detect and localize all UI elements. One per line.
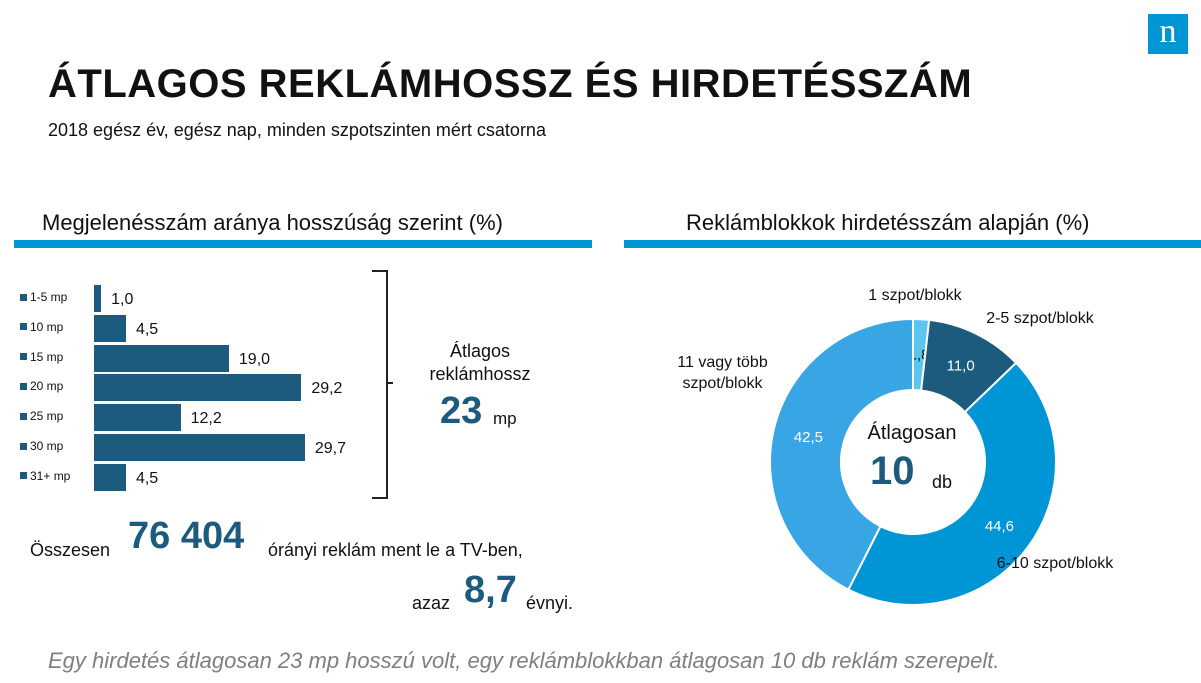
bar-category-label: 30 mp	[20, 439, 63, 453]
legend-square-icon	[20, 382, 27, 390]
bar-category-text: 15 mp	[30, 349, 64, 364]
bar-value-label: 29,2	[311, 380, 343, 398]
average-length-unit: mp	[493, 409, 517, 428]
bar	[94, 374, 302, 402]
total-prefix2: azaz	[412, 593, 451, 613]
footer-note: Egy hirdetés átlagosan 23 mp hosszú volt…	[48, 648, 1000, 673]
bar-category-text: 10 mp	[30, 319, 64, 334]
bar-category-label: 31+ mp	[20, 469, 70, 483]
legend-square-icon	[20, 293, 27, 301]
nielsen-logo: n	[1148, 14, 1188, 54]
bar-category-text: 30 mp	[30, 439, 64, 453]
bar-chart-title: Megjelenésszám aránya hosszúság szerint …	[42, 210, 503, 235]
total-suffix: órányi reklám ment le a TV-ben,	[268, 540, 523, 560]
legend-square-icon	[20, 353, 27, 361]
bracket	[372, 270, 388, 499]
donut-center-value: 10	[870, 449, 915, 493]
bar	[94, 463, 126, 491]
legend-square-icon	[20, 323, 27, 331]
legend-square-icon	[20, 472, 27, 480]
bar-category-label: 25 mp	[20, 409, 63, 423]
average-label-line2: reklámhossz	[429, 364, 531, 384]
bar	[94, 285, 102, 312]
slice-label-4: 11 vagy több szpot/blokk	[677, 354, 768, 392]
slice-label-1: 1 szpot/blokk	[868, 287, 962, 304]
donut-chart-title: Reklámblokkok hirdetésszám alapján (%)	[686, 210, 1090, 235]
slice-label-3: 6-10 szpot/blokk	[996, 555, 1114, 572]
bar-category-text: 20 mp	[30, 379, 64, 394]
average-length-label: Átlagos reklámhossz	[410, 340, 550, 386]
average-length-value: 23	[440, 390, 483, 432]
bar-category-label: 20 mp	[20, 379, 63, 393]
bar	[94, 434, 305, 461]
total-prefix: Összesen	[30, 540, 111, 560]
total-hours-value: 76 404	[128, 515, 245, 557]
bar-category-label: 15 mp	[20, 350, 63, 364]
legend-square-icon	[20, 442, 27, 450]
legend-square-icon	[20, 412, 27, 420]
total-suffix2: évnyi.	[526, 593, 574, 613]
bar-category-text: 31+ mp	[30, 468, 71, 483]
total-years-value: 8,7	[464, 569, 517, 611]
donut-slice-value: 42,5	[794, 429, 823, 446]
donut-slice	[769, 317, 914, 591]
page-subtitle: 2018 egész év, egész nap, minden szpotsz…	[48, 120, 546, 140]
bar-value-label: 4,5	[135, 469, 159, 487]
donut-slice-value: 11,0	[947, 358, 975, 375]
bar-section-rule	[14, 240, 592, 248]
bar-category-label: 10 mp	[20, 320, 63, 334]
donut-center-unit: db	[932, 472, 953, 492]
bar-category-text: 1-5 mp	[30, 290, 68, 304]
bar-category-label: 1-5 mp	[20, 290, 67, 304]
bar	[94, 314, 126, 342]
donut-hole	[842, 391, 984, 533]
bar	[94, 344, 229, 372]
donut-center-label: Átlagosan	[867, 422, 957, 444]
bar-category-text: 25 mp	[30, 409, 64, 424]
bar-value-label: 19,0	[238, 350, 271, 368]
page-title: ÁTLAGOS REKLÁMHOSSZ ÉS HIRDETÉSSZÁM	[48, 62, 973, 106]
donut-slice-value: 44,6	[985, 518, 1014, 535]
bar	[94, 404, 181, 432]
donut-slice	[847, 361, 1057, 606]
bar-value-label: 4,5	[135, 320, 159, 338]
bar-value-label: 12,2	[190, 410, 222, 428]
bar-value-label: 29,7	[314, 440, 346, 457]
bracket-tick	[387, 382, 393, 384]
slice-label-2: 2-5 szpot/blokk	[986, 310, 1094, 327]
average-label-line1: Átlagos	[449, 341, 511, 361]
donut-section-rule	[624, 240, 1201, 248]
bar-value-label: 1,0	[111, 291, 134, 308]
